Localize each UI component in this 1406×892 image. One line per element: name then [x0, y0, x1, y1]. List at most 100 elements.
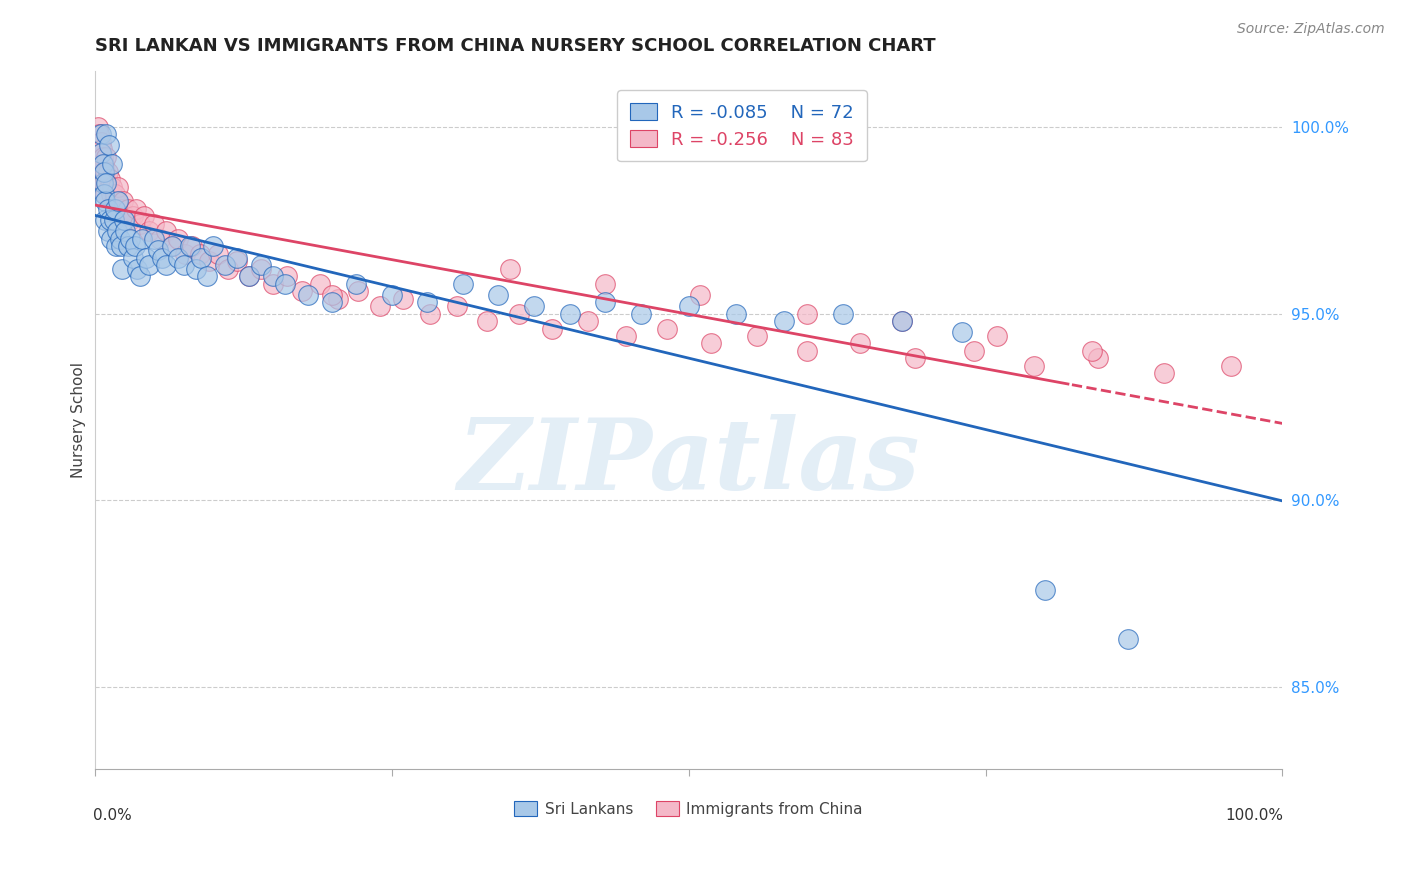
Point — [112, 194, 135, 209]
Point — [595, 295, 617, 310]
Point — [197, 269, 219, 284]
Point — [796, 343, 818, 358]
Point — [105, 194, 128, 209]
Point — [1081, 343, 1104, 358]
Point — [202, 239, 225, 253]
Point — [488, 288, 510, 302]
Point — [392, 292, 415, 306]
Point — [226, 254, 249, 268]
Point — [103, 194, 125, 209]
Point — [446, 299, 468, 313]
Point — [772, 314, 794, 328]
Point — [90, 157, 112, 171]
Point — [725, 307, 748, 321]
Point — [297, 288, 319, 302]
Point — [89, 135, 111, 149]
Point — [291, 284, 314, 298]
Point — [97, 164, 120, 178]
Point — [117, 239, 139, 253]
Point — [90, 142, 112, 156]
Point — [121, 210, 143, 224]
Point — [91, 176, 114, 190]
Point — [451, 277, 474, 291]
Point — [475, 314, 498, 328]
Point — [380, 288, 402, 302]
Text: Source: ZipAtlas.com: Source: ZipAtlas.com — [1237, 22, 1385, 37]
Point — [93, 164, 115, 178]
Point — [188, 247, 211, 261]
Point — [134, 210, 156, 224]
Point — [110, 202, 132, 216]
Point — [558, 307, 581, 321]
Point — [135, 251, 157, 265]
Point — [98, 213, 121, 227]
Point — [848, 336, 870, 351]
Point — [128, 217, 150, 231]
Point — [1087, 351, 1109, 366]
Point — [100, 232, 122, 246]
Point — [344, 277, 367, 291]
Point — [89, 128, 111, 142]
Point — [904, 351, 927, 366]
Point — [262, 277, 284, 291]
Point — [962, 343, 984, 358]
Point — [250, 258, 273, 272]
Point — [91, 150, 114, 164]
Text: 100.0%: 100.0% — [1226, 808, 1284, 822]
Point — [150, 251, 173, 265]
Point — [104, 239, 127, 253]
Point — [138, 258, 160, 272]
Point — [96, 128, 118, 142]
Point — [104, 202, 127, 216]
Point — [214, 258, 236, 272]
Legend: Sri Lankans, Immigrants from China: Sri Lankans, Immigrants from China — [506, 794, 870, 824]
Point — [100, 187, 122, 202]
Point — [197, 254, 219, 268]
Point — [273, 277, 295, 291]
Point — [541, 321, 564, 335]
Point — [107, 194, 129, 209]
Point — [104, 202, 127, 216]
Point — [97, 179, 120, 194]
Point — [160, 239, 183, 253]
Point — [181, 239, 204, 253]
Y-axis label: Nursery School: Nursery School — [72, 362, 86, 478]
Point — [93, 176, 115, 190]
Point — [108, 210, 131, 224]
Point — [1033, 582, 1056, 597]
Point — [120, 213, 142, 227]
Point — [101, 179, 124, 194]
Point — [93, 187, 115, 202]
Point — [347, 284, 370, 298]
Point — [143, 217, 166, 231]
Point — [125, 202, 148, 216]
Point — [114, 210, 136, 224]
Point — [110, 239, 132, 253]
Point — [97, 138, 120, 153]
Point — [614, 329, 637, 343]
Point — [89, 145, 111, 160]
Point — [111, 261, 134, 276]
Point — [657, 321, 679, 335]
Point — [309, 277, 332, 291]
Point — [107, 179, 129, 194]
Point — [93, 157, 115, 171]
Point — [146, 243, 169, 257]
Point — [149, 232, 172, 246]
Point — [94, 187, 117, 202]
Point — [96, 176, 118, 190]
Point — [832, 307, 855, 321]
Point — [276, 269, 298, 284]
Point — [104, 187, 127, 202]
Point — [108, 232, 131, 246]
Point — [986, 329, 1008, 343]
Point — [950, 325, 973, 339]
Point — [576, 314, 599, 328]
Point — [184, 261, 207, 276]
Point — [112, 213, 135, 227]
Point — [321, 295, 343, 310]
Point — [1153, 367, 1175, 381]
Point — [173, 258, 195, 272]
Point — [508, 307, 530, 321]
Point — [179, 239, 201, 253]
